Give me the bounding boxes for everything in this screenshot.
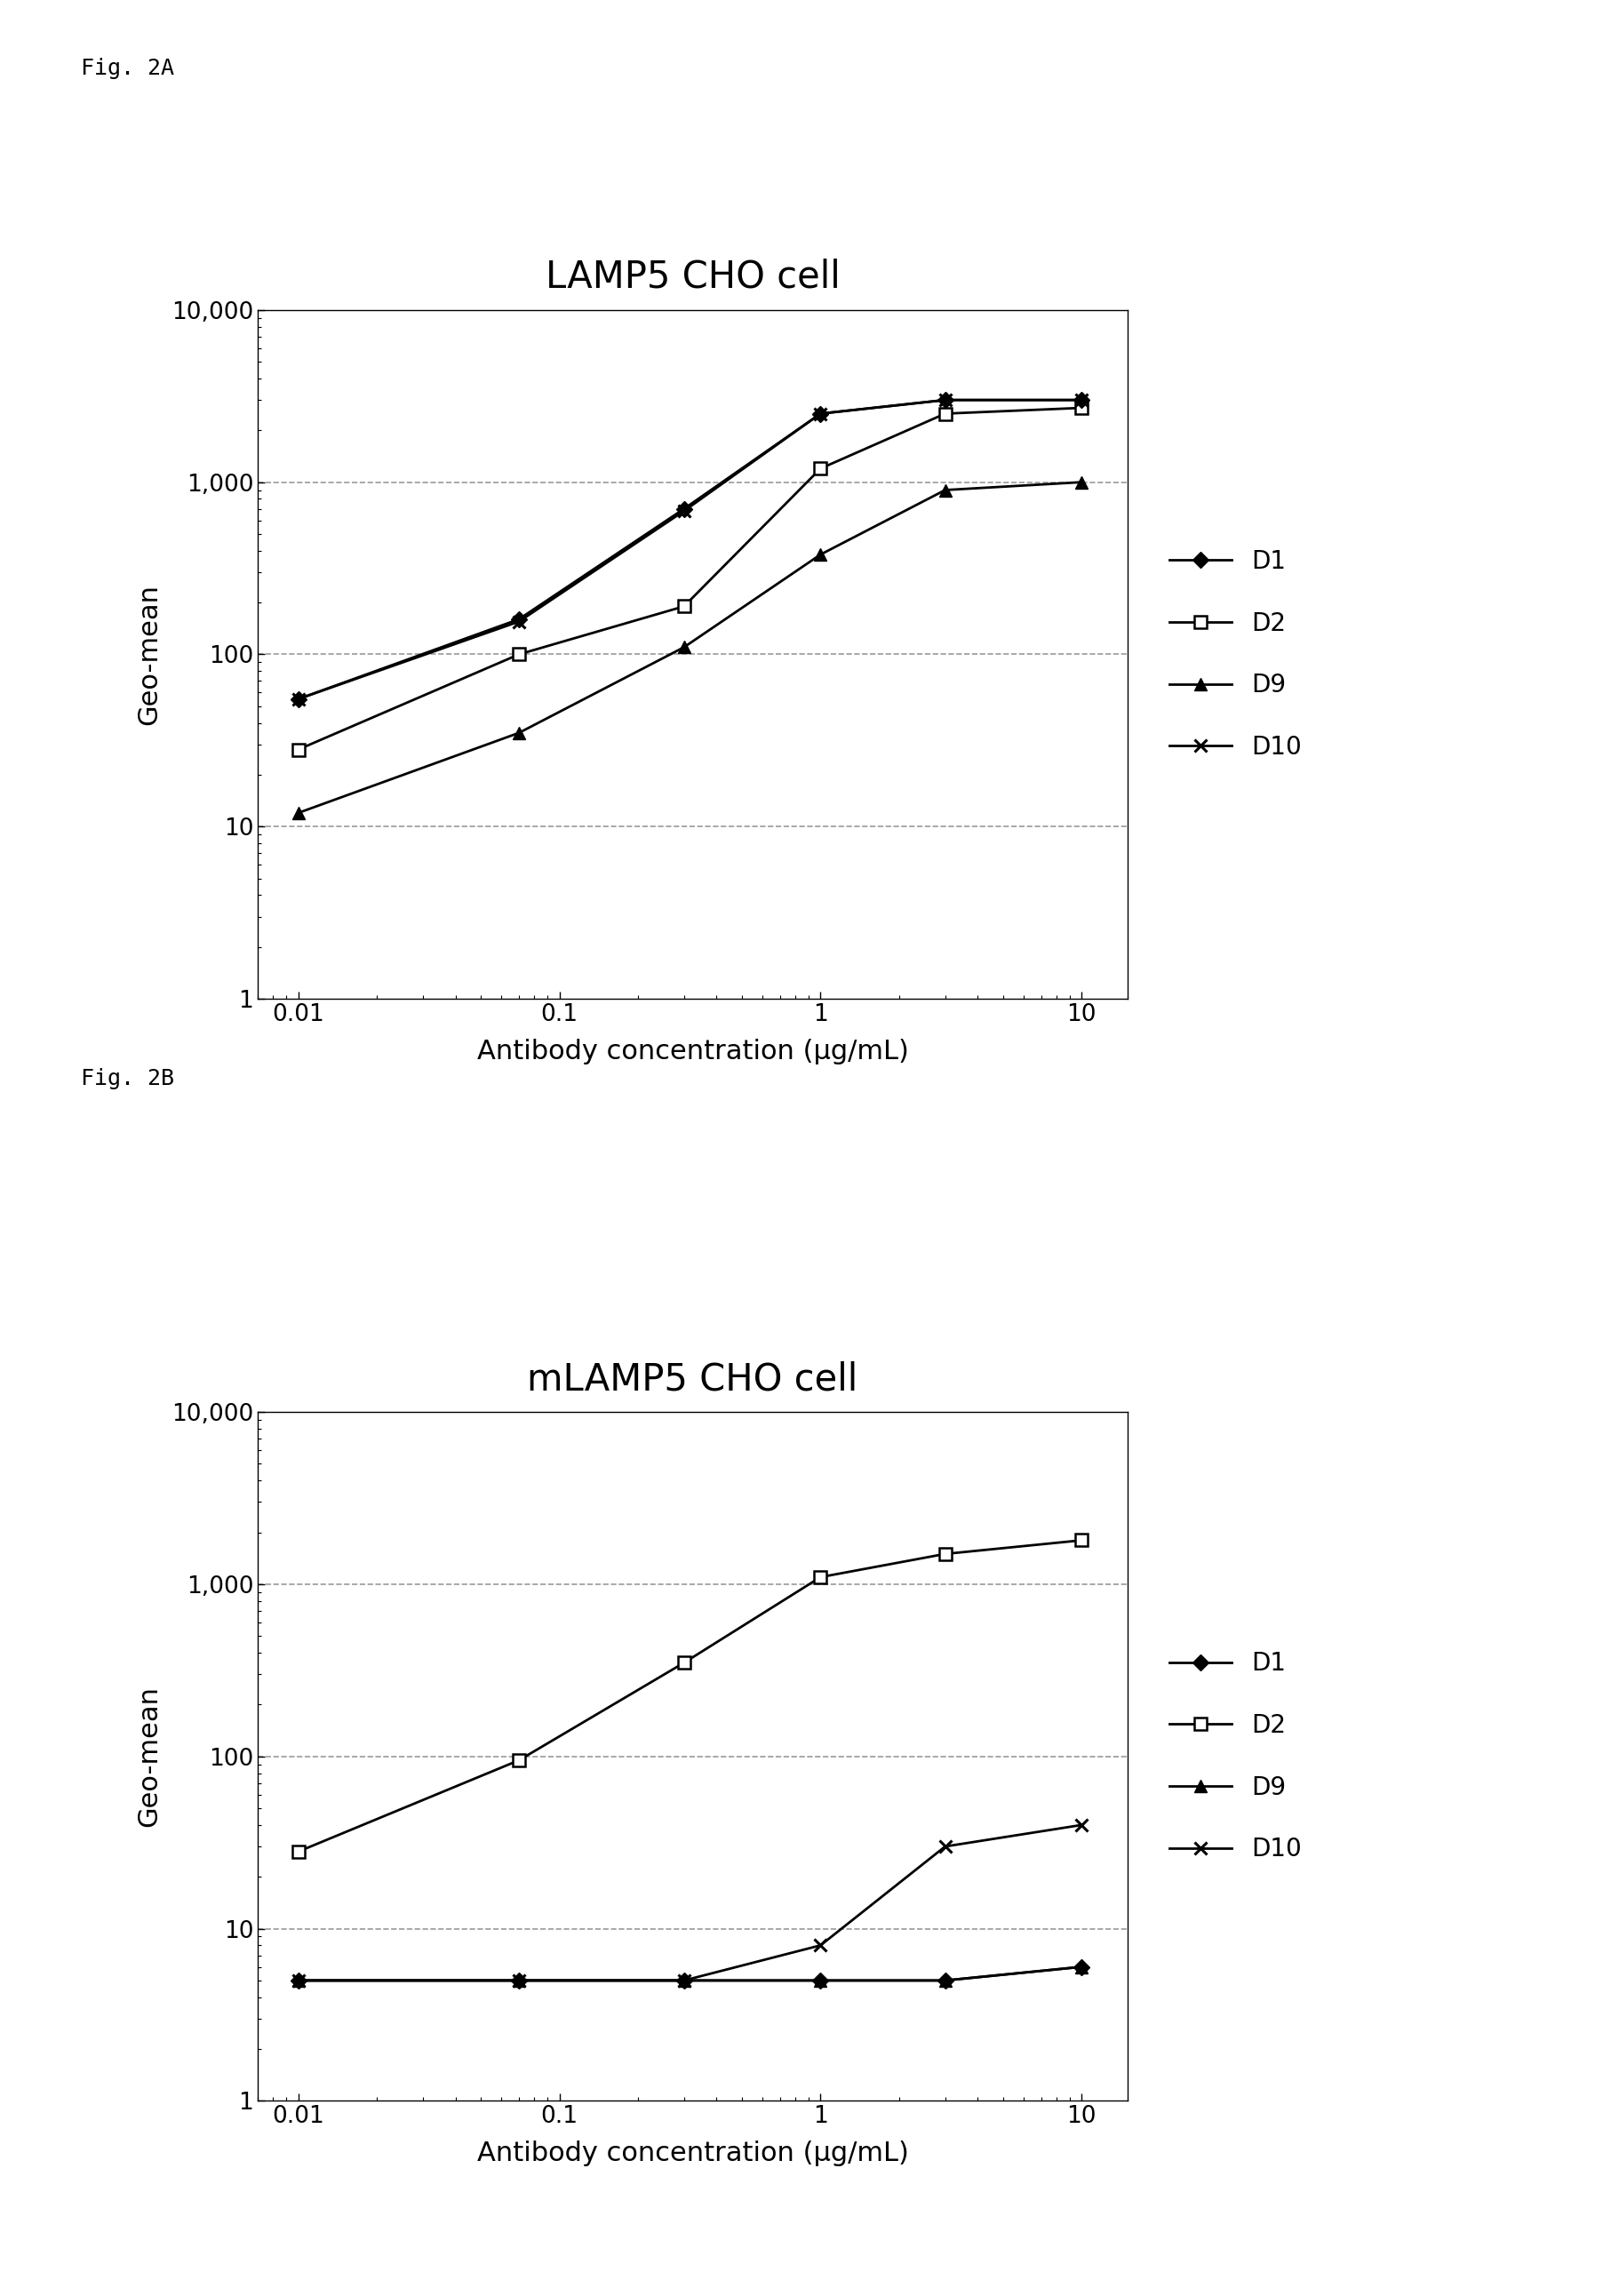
Title: mLAMP5 CHO cell: mLAMP5 CHO cell: [527, 1362, 859, 1398]
D9: [509, 719, 528, 746]
D1: [675, 496, 694, 523]
D1: [810, 1968, 830, 1995]
Y-axis label: Geo-mean: Geo-mean: [135, 583, 161, 726]
Line: D10: D10: [292, 1818, 1087, 1986]
D10: [288, 1968, 308, 1995]
D2: [675, 1649, 694, 1676]
Line: D1: D1: [293, 395, 1087, 705]
Legend: D1, D2, D9, D10: D1, D2, D9, D10: [1157, 1639, 1315, 1874]
D2: [810, 1564, 830, 1591]
Text: Fig. 2B: Fig. 2B: [81, 1068, 174, 1088]
D2: [509, 1747, 528, 1775]
D2: [810, 455, 830, 482]
D1: [936, 1968, 955, 1995]
D10: [1071, 386, 1091, 413]
D2: [288, 1837, 308, 1864]
Y-axis label: Geo-mean: Geo-mean: [135, 1685, 161, 1828]
D9: [810, 1968, 830, 1995]
D9: [936, 1968, 955, 1995]
D10: [288, 684, 308, 712]
X-axis label: Antibody concentration (μg/mL): Antibody concentration (μg/mL): [477, 1038, 909, 1065]
Line: D9: D9: [292, 475, 1087, 820]
D1: [810, 400, 830, 427]
D9: [1071, 468, 1091, 496]
D2: [675, 592, 694, 620]
D10: [509, 608, 528, 636]
Line: D2: D2: [292, 402, 1087, 755]
D9: [509, 1968, 528, 1995]
D1: [509, 606, 528, 634]
D10: [810, 1931, 830, 1958]
Line: D9: D9: [292, 1961, 1087, 1986]
Line: D2: D2: [292, 1534, 1087, 1857]
D10: [675, 498, 694, 526]
D1: [288, 1968, 308, 1995]
D1: [936, 386, 955, 413]
D2: [288, 735, 308, 762]
D10: [675, 1968, 694, 1995]
D9: [810, 542, 830, 569]
D1: [675, 1968, 694, 1995]
D2: [936, 1541, 955, 1568]
D9: [288, 799, 308, 827]
D10: [936, 1832, 955, 1860]
D9: [288, 1968, 308, 1995]
D9: [675, 634, 694, 661]
D1: [1071, 386, 1091, 413]
Title: LAMP5 CHO cell: LAMP5 CHO cell: [546, 259, 839, 296]
D2: [1071, 1527, 1091, 1554]
D9: [936, 475, 955, 503]
D10: [1071, 1812, 1091, 1839]
D2: [936, 400, 955, 427]
D1: [1071, 1954, 1091, 1981]
Line: D1: D1: [293, 1961, 1087, 1986]
D2: [1071, 395, 1091, 422]
D10: [936, 386, 955, 413]
D1: [509, 1968, 528, 1995]
X-axis label: Antibody concentration (μg/mL): Antibody concentration (μg/mL): [477, 2140, 909, 2167]
D10: [810, 400, 830, 427]
D1: [288, 684, 308, 712]
Legend: D1, D2, D9, D10: D1, D2, D9, D10: [1157, 537, 1315, 771]
D9: [1071, 1954, 1091, 1981]
D9: [675, 1968, 694, 1995]
Text: Fig. 2A: Fig. 2A: [81, 57, 174, 78]
Line: D10: D10: [292, 395, 1087, 705]
D10: [509, 1968, 528, 1995]
D2: [509, 641, 528, 668]
